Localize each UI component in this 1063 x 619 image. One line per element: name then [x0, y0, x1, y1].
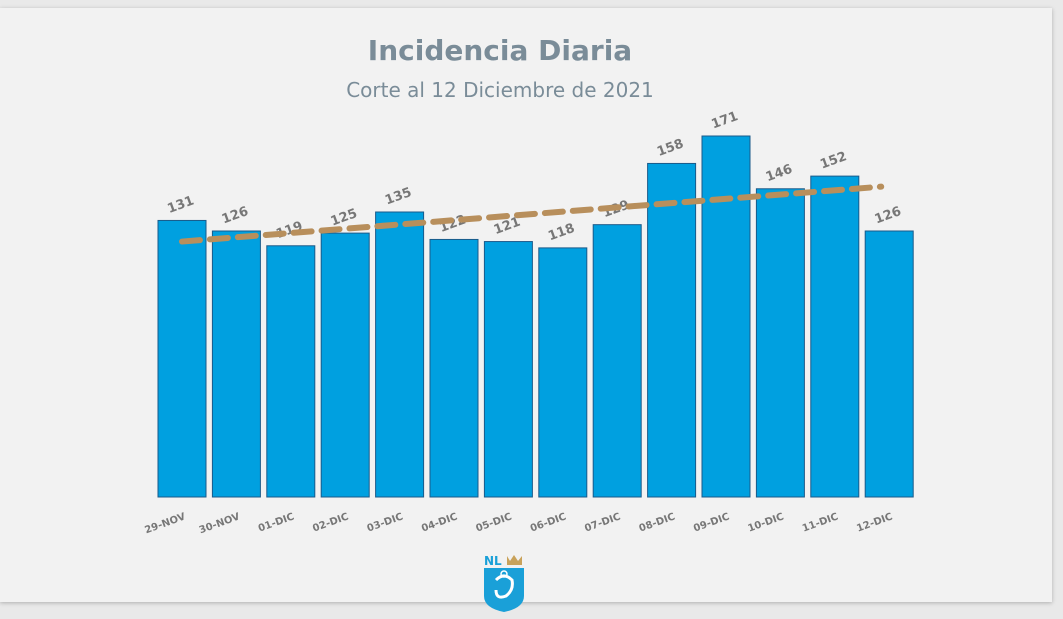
chart-subtitle: Corte al 12 Diciembre de 2021 [346, 78, 654, 102]
bar [429, 238, 479, 498]
bar [647, 162, 697, 498]
data-label: 171 [709, 109, 740, 132]
bar [211, 230, 261, 498]
x-tick-label: 29-NOV [143, 511, 187, 536]
bar [755, 188, 805, 498]
bar [483, 241, 533, 498]
x-tick-label: 30-NOV [198, 511, 242, 536]
bar [157, 219, 207, 498]
x-tick-label: 03-DIC [366, 511, 405, 534]
bar [538, 247, 588, 498]
bar [864, 230, 914, 498]
x-tick-label: 02-DIC [311, 511, 350, 534]
data-label: 131 [165, 193, 196, 216]
x-tick-label: 11-DIC [801, 511, 840, 534]
bar [701, 135, 751, 498]
x-tick-label: 08-DIC [638, 511, 677, 534]
data-label: 118 [546, 221, 577, 244]
x-tick-label: 07-DIC [583, 511, 622, 534]
x-tick-label: 05-DIC [474, 511, 513, 534]
x-tick-label: 04-DIC [420, 511, 459, 534]
x-tick-label: 06-DIC [529, 511, 568, 534]
data-label: 135 [383, 185, 414, 208]
trendline [179, 183, 885, 245]
data-label: 158 [655, 136, 686, 159]
data-label: 126 [873, 204, 904, 227]
x-tick-label: 01-DIC [257, 511, 296, 534]
bar [592, 224, 642, 498]
data-label: 146 [764, 162, 795, 185]
x-tick-label: 10-DIC [746, 511, 785, 534]
bar [375, 211, 425, 498]
data-label: 152 [818, 149, 849, 172]
nl-logo: NL [482, 552, 526, 614]
bar [810, 175, 860, 498]
x-tick-label: 09-DIC [692, 511, 731, 534]
bar [320, 232, 370, 498]
data-label: 122 [437, 212, 468, 235]
chart-title: Incidencia Diaria [367, 34, 633, 67]
data-label: 126 [220, 204, 251, 227]
svg-text:NL: NL [484, 554, 502, 568]
bar [266, 245, 316, 498]
x-tick-label: 12-DIC [855, 511, 894, 534]
